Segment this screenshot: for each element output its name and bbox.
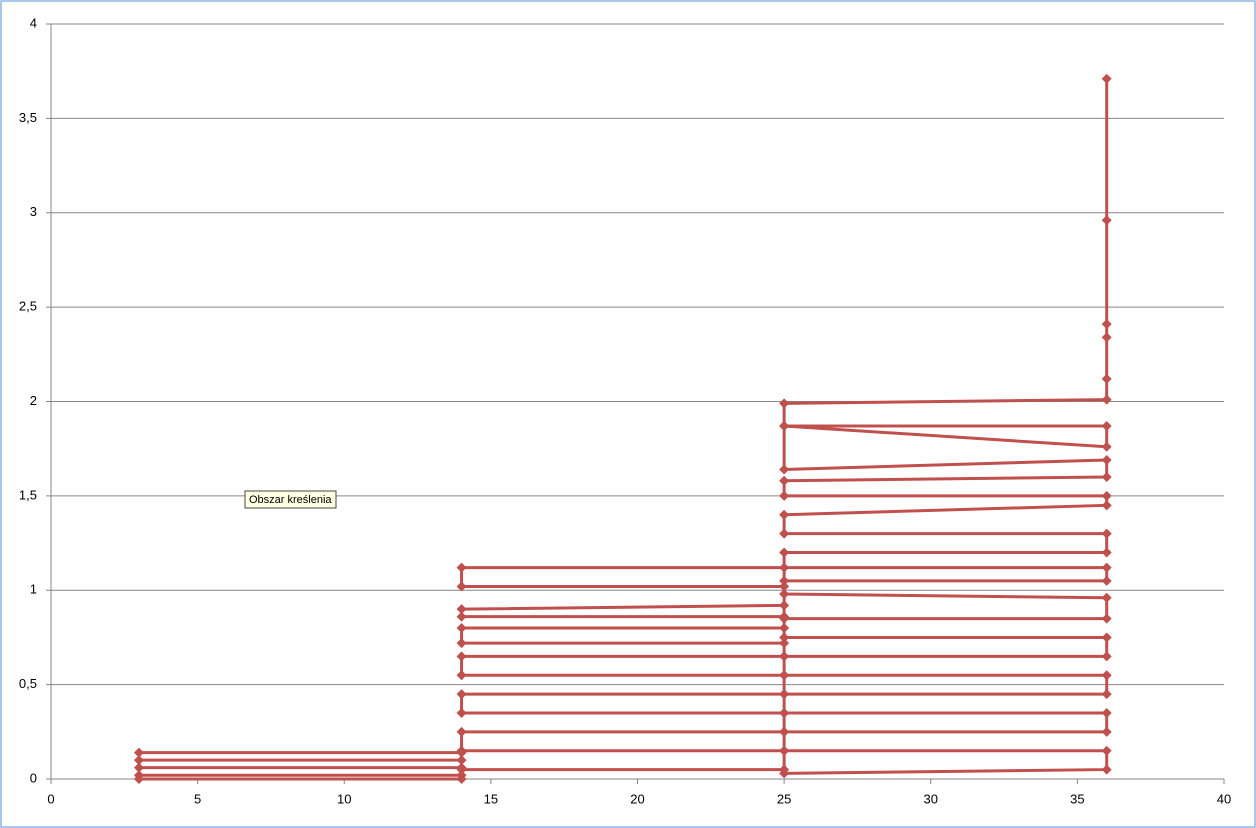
marker [1101,745,1112,756]
x-tick-label: 0 [47,791,54,806]
marker [1101,670,1112,681]
marker [779,475,790,486]
marker [1101,441,1112,452]
y-tick-label: 3 [30,204,37,219]
marker [133,755,144,766]
marker [779,613,790,624]
y-tick-label: 0,5 [19,676,37,691]
marker [779,528,790,539]
marker [1101,472,1112,482]
y-tick-label: 3,5 [19,110,37,125]
marker [779,651,790,662]
marker [779,547,790,558]
marker [779,575,790,586]
marker [456,689,467,700]
marker [456,764,467,775]
marker [1101,373,1112,384]
marker [779,398,790,409]
marker [1101,319,1112,330]
marker [1101,592,1112,603]
x-tick-label: 5 [194,791,201,806]
marker [779,562,790,573]
marker [1101,332,1112,343]
marker [456,562,467,573]
x-tick-label: 40 [1217,791,1231,806]
marker [456,726,467,737]
marker [779,509,790,520]
x-tick-label: 10 [337,791,351,806]
y-tick-label: 1,5 [19,487,37,502]
marker [1101,726,1112,737]
marker [133,762,144,773]
marker [1101,528,1112,539]
y-tick-label: 2,5 [19,299,37,314]
marker [1101,575,1112,586]
marker [779,589,790,600]
marker [1101,394,1112,405]
marker [133,774,144,784]
marker [779,745,790,756]
tooltip-group: Obszar kreślenia [244,490,337,509]
x-tick-label: 20 [630,791,644,806]
marker [1101,500,1112,511]
tooltip-box [244,490,337,509]
marker [1101,707,1112,718]
marker [779,768,790,779]
marker [779,623,790,633]
marker [456,707,467,718]
marker [133,747,144,758]
marker [456,623,467,633]
marker [779,638,790,649]
marker [779,490,790,501]
x-tick-label: 25 [777,791,791,806]
y-tick-label: 4 [30,15,37,30]
marker [779,726,790,737]
marker [456,745,467,756]
marker [1101,215,1112,226]
marker [1101,421,1112,432]
y-tick-label: 1 [30,582,37,597]
marker [1101,764,1112,775]
series-line [137,78,1109,781]
marker [779,632,790,643]
marker [456,581,467,592]
marker [1101,613,1112,624]
marker [456,755,467,766]
marker [456,604,467,615]
marker [1101,547,1112,558]
marker [456,670,467,681]
marker [779,581,790,592]
plot [133,73,1112,784]
x-tick-label: 30 [924,791,938,806]
marker [1101,632,1112,643]
marker [1101,455,1112,466]
marker [1101,73,1112,84]
marker [1101,689,1112,700]
marker [1101,651,1112,662]
marker [779,421,790,432]
tooltip: Obszar kreślenia [249,494,332,506]
y-tick-label: 0 [30,770,37,785]
marker [779,670,790,681]
marker [779,600,790,611]
marker [456,611,467,622]
marker [456,774,467,784]
x-tick-label: 15 [484,791,498,806]
marker [456,651,467,662]
marker [779,689,790,700]
marker [1101,562,1112,573]
y-tick-label: 2 [30,393,37,408]
marker [456,638,467,649]
marker [1101,490,1112,501]
marker [779,464,790,475]
marker [779,707,790,718]
x-tick-label: 35 [1070,791,1084,806]
